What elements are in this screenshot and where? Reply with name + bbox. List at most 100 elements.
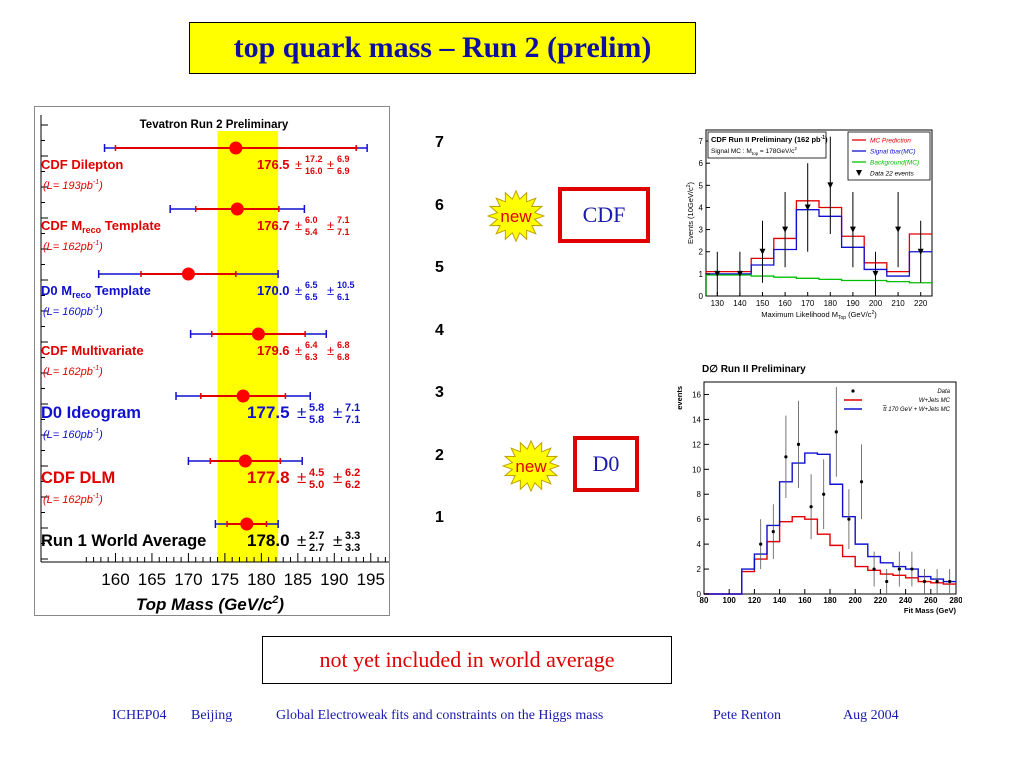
d0-data-point bbox=[834, 430, 838, 434]
lumi-close: ) bbox=[97, 366, 103, 378]
cdf-x-axis-label: Maximum Likelihood MTop (GeV/c2) bbox=[761, 310, 877, 320]
d0-data-point bbox=[759, 542, 763, 546]
measurement-name-main: CDF Dilepton bbox=[41, 157, 123, 172]
x-tick-label: 175 bbox=[211, 570, 239, 589]
lumi-main: (L= 162pb bbox=[43, 494, 93, 506]
stat-error-down: 6.3 bbox=[305, 352, 318, 362]
measurement-luminosity: (L= 193pb-1) bbox=[43, 179, 103, 192]
measurement-marker bbox=[236, 389, 250, 403]
cdf-data-point bbox=[714, 270, 721, 277]
cdf-data-point bbox=[917, 248, 924, 255]
measurement-name-sub: reco bbox=[82, 225, 102, 235]
row-number: 1 bbox=[435, 509, 444, 526]
d0-data-point bbox=[771, 530, 775, 534]
d0-x-tick-label: 200 bbox=[849, 596, 863, 605]
measurement-name-main: Run 1 World Average bbox=[41, 532, 206, 550]
measurement-value: 176.5 bbox=[257, 157, 290, 172]
measurement-name-rest: Template bbox=[101, 218, 161, 233]
measurement-luminosity: (L= 160pb-1) bbox=[43, 305, 103, 318]
stat-error-down: 5.4 bbox=[305, 227, 318, 237]
footer-location: Beijing bbox=[191, 708, 233, 723]
cdf-title-box bbox=[707, 131, 827, 159]
d0-data-point bbox=[948, 579, 952, 584]
cdf-x-tick-label: 180 bbox=[824, 299, 838, 308]
syst-error-up: 7.1 bbox=[337, 215, 350, 225]
measurement-name: D0 Ideogram bbox=[41, 404, 141, 422]
measurement-value: 178.0 bbox=[247, 531, 290, 550]
d0-legend-label: t̅t 170 GeV + W+Jets MC bbox=[883, 406, 951, 413]
cdf-x-tick-label: 220 bbox=[914, 299, 928, 308]
cdf-legend-label: Signal tbar(MC) bbox=[870, 149, 916, 156]
cdf-data-point bbox=[759, 248, 766, 255]
cdf-data-point bbox=[895, 226, 902, 233]
stat-error-down: 2.7 bbox=[309, 542, 324, 554]
cdf-legend-label: MC Prediction bbox=[870, 138, 911, 145]
lumi-sup: -1 bbox=[93, 428, 99, 435]
d0-plot-frame bbox=[703, 381, 957, 595]
measurement-marker bbox=[240, 517, 254, 531]
cdf-legend-data-label: Data 22 events bbox=[870, 171, 914, 178]
row-number: 7 bbox=[435, 134, 444, 151]
measurement-luminosity: (L= 162pb-1) bbox=[43, 365, 103, 378]
x-tick-label: 190 bbox=[320, 570, 348, 589]
plus-minus-sign: ± bbox=[327, 218, 334, 233]
d0-x-tick-label: 240 bbox=[899, 596, 913, 605]
stat-error-up: 4.5 bbox=[309, 467, 324, 479]
cdf-x-label-close: ) bbox=[874, 310, 877, 319]
d0-x-tick-label: 160 bbox=[798, 596, 812, 605]
cdf-data-point bbox=[782, 226, 789, 233]
footer: ICHEP04 Beijing Global Electroweak fits … bbox=[0, 708, 1024, 728]
cdf-x-tick-label: 160 bbox=[778, 299, 792, 308]
d0-series-line bbox=[704, 515, 956, 595]
row-number: 5 bbox=[435, 259, 444, 276]
stat-error-up: 6.0 bbox=[305, 215, 318, 225]
footer-conference: ICHEP04 bbox=[112, 708, 167, 723]
cdf-chart-subtitle: Signal MC : Mtop = 178GeV/c2 bbox=[711, 146, 797, 156]
d0-x-tick-label: 100 bbox=[723, 596, 737, 605]
d0-y-tick-label: 16 bbox=[692, 390, 701, 399]
measurement-name-main: D0 Ideogram bbox=[41, 404, 141, 422]
lumi-close: ) bbox=[97, 306, 103, 318]
d0-y-tick-label: 6 bbox=[697, 515, 702, 524]
measurement-name: Run 1 World Average bbox=[41, 532, 206, 550]
row-number: 2 bbox=[435, 446, 444, 464]
x-axis-label-sup: 2 bbox=[271, 594, 278, 606]
cdf-x-tick-label: 170 bbox=[801, 299, 815, 308]
plus-minus-sign: ± bbox=[295, 343, 302, 358]
syst-error-up: 7.1 bbox=[345, 402, 360, 414]
cdf-y-tick-label: 5 bbox=[699, 181, 704, 190]
cdf-series-line bbox=[705, 274, 932, 296]
cdf-histogram-svg: 0 1 2 3 4 5 6 7 130 140 150 160 170 180 190 200 210 220 Ma… bbox=[686, 129, 933, 321]
x-tick-label: 160 bbox=[101, 570, 129, 589]
footer-talk: Global Electroweak fits and constraints … bbox=[276, 708, 604, 723]
d0-x-tick-label: 120 bbox=[748, 596, 762, 605]
row-number: 4 bbox=[435, 321, 444, 339]
d0-data-point bbox=[897, 567, 901, 571]
plus-minus-sign: ± bbox=[333, 403, 342, 422]
top-mass-summary-svg: Tevatron Run 2 Preliminary 160 165 170 175 18… bbox=[40, 115, 389, 614]
d0-data-point bbox=[847, 517, 851, 521]
lumi-sup: -1 bbox=[93, 179, 99, 186]
cdf-y-tick-label: 1 bbox=[699, 270, 704, 279]
measurement-name: CDF Dilepton bbox=[41, 157, 123, 172]
measurement-luminosity: (L= 162pb-1) bbox=[43, 240, 103, 253]
lumi-close: ) bbox=[97, 429, 103, 441]
cdf-data-point bbox=[827, 182, 834, 189]
syst-error-up: 3.3 bbox=[345, 530, 360, 542]
x-tick-label: 170 bbox=[174, 570, 202, 589]
d0-data-point bbox=[922, 579, 927, 584]
d0-data-point bbox=[910, 567, 914, 571]
syst-error-down: 3.3 bbox=[345, 542, 360, 554]
d0-chart-title: D∅ Run II Preliminary bbox=[702, 364, 806, 375]
cdf-y-tick-label: 3 bbox=[699, 226, 704, 235]
top-mass-summary-chart: Tevatron Run 2 Preliminary 160 165 170 175 18… bbox=[34, 106, 390, 616]
cdf-x-tick-label: 140 bbox=[733, 299, 747, 308]
d0-data-point bbox=[885, 579, 889, 584]
measurement-marker bbox=[229, 141, 243, 155]
cdf-subtitle-main: Signal MC : M bbox=[711, 148, 752, 155]
lumi-main: (L= 162pb bbox=[43, 241, 93, 253]
syst-error-down: 6.9 bbox=[337, 166, 350, 176]
plus-minus-sign: ± bbox=[297, 531, 306, 550]
cdf-x-tick-label: 200 bbox=[869, 299, 883, 308]
world-average-band bbox=[217, 131, 279, 562]
